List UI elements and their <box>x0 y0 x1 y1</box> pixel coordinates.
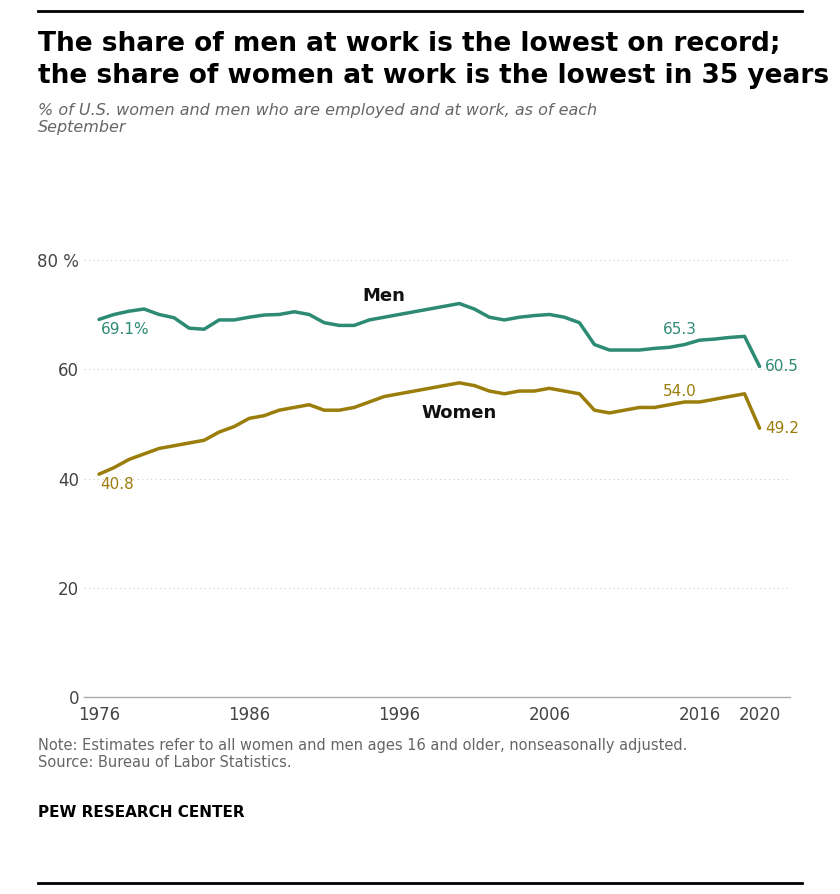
Text: % of U.S. women and men who are employed and at work, as of each
September: % of U.S. women and men who are employed… <box>38 103 597 135</box>
Text: Men: Men <box>363 287 406 305</box>
Text: 69.1%: 69.1% <box>101 322 149 337</box>
Text: 49.2: 49.2 <box>765 421 799 435</box>
Text: the share of women at work is the lowest in 35 years: the share of women at work is the lowest… <box>38 63 829 89</box>
Text: Women: Women <box>422 404 497 422</box>
Text: 40.8: 40.8 <box>101 477 134 492</box>
Text: PEW RESEARCH CENTER: PEW RESEARCH CENTER <box>38 805 244 820</box>
Text: 60.5: 60.5 <box>765 358 799 374</box>
Text: 54.0: 54.0 <box>663 384 696 400</box>
Text: The share of men at work is the lowest on record;: The share of men at work is the lowest o… <box>38 31 780 57</box>
Text: 65.3: 65.3 <box>663 323 696 337</box>
Text: Note: Estimates refer to all women and men ages 16 and older, nonseasonally adju: Note: Estimates refer to all women and m… <box>38 738 687 770</box>
